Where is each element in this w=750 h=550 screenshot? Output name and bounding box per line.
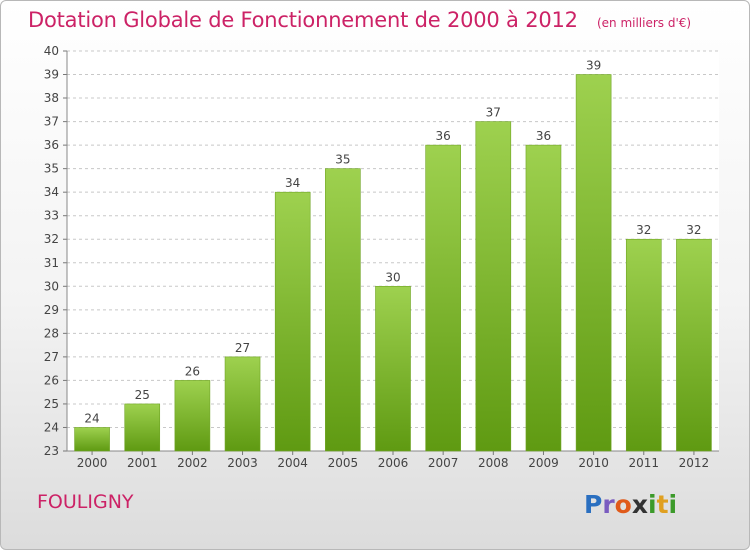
bar (274, 191, 311, 452)
brand-letter: P (584, 490, 603, 519)
bar (676, 238, 712, 452)
bar-value-label: 25 (135, 388, 150, 402)
label-layer: 24 25 26 27 34 35 30 36 37 36 39 32 32 (84, 59, 701, 426)
bar-value-label: 34 (285, 176, 300, 190)
bar-value-label: 36 (436, 129, 451, 143)
y-tick-label: 35 (44, 162, 59, 176)
bar-value-label: 30 (385, 270, 400, 284)
x-tick-label: 2001 (127, 456, 158, 470)
y-tick-label: 27 (44, 350, 59, 364)
y-tick-label: 34 (44, 185, 59, 199)
bar-value-label: 37 (486, 106, 501, 120)
y-tick-label: 23 (44, 444, 59, 458)
x-tick-label: 2002 (177, 456, 208, 470)
bar-layer (74, 74, 712, 452)
x-tick-label: 2008 (478, 456, 509, 470)
bar (74, 427, 110, 452)
bar (224, 356, 261, 452)
x-tick-label: 2007 (428, 456, 459, 470)
bar-value-label: 27 (235, 341, 250, 355)
x-tick-label: 2004 (277, 456, 308, 470)
y-tick-label: 38 (44, 91, 59, 105)
y-tick-label: 24 (44, 420, 59, 434)
brand-letter: i (668, 490, 678, 519)
x-tick-label: 2000 (77, 456, 108, 470)
bar-value-label: 26 (185, 364, 200, 378)
bar-value-label: 39 (586, 59, 601, 73)
x-tick-label: 2003 (227, 456, 258, 470)
y-tick-label: 39 (44, 68, 59, 82)
bar (575, 74, 612, 452)
bar-value-label: 32 (636, 223, 651, 237)
x-tick-label: 2010 (578, 456, 609, 470)
brand-letter: o (614, 490, 632, 519)
y-tick-label: 30 (44, 279, 59, 293)
bar (525, 144, 562, 452)
commune-name: FOULIGNY (37, 491, 134, 513)
proxiti-logo[interactable]: Proxiti (584, 490, 677, 519)
y-tick-label: 40 (44, 44, 59, 58)
y-tick-label: 31 (44, 256, 59, 270)
y-tick-label: 29 (44, 303, 59, 317)
bar (325, 168, 361, 452)
x-tick-label: 2012 (679, 456, 710, 470)
chart-unit-label: (en milliers d'€) (596, 16, 692, 30)
y-tick-label: 32 (44, 232, 59, 246)
y-tick-label: 33 (44, 209, 59, 223)
brand-letter: i (648, 490, 657, 519)
bar (425, 144, 461, 452)
bar-value-label: 35 (335, 153, 350, 167)
y-tick-label: 37 (44, 115, 59, 129)
bar (124, 403, 161, 452)
brand-letter: r (602, 490, 615, 519)
chart-title: Dotation Globale de Fonctionnement de 20… (28, 8, 691, 32)
x-tick-label: 2005 (328, 456, 359, 470)
brand-letter: x (631, 490, 648, 519)
y-tick-label: 36 (44, 138, 59, 152)
bar-value-label: 24 (84, 411, 99, 425)
bar (475, 121, 512, 452)
y-tick-label: 25 (44, 397, 59, 411)
chart-title-text: Dotation Globale de Fonctionnement de 20… (28, 8, 578, 32)
bar (174, 380, 211, 452)
bar (375, 285, 411, 452)
y-tick-label: 28 (44, 326, 59, 340)
bar-value-label: 36 (536, 129, 551, 143)
bar-value-label: 32 (686, 223, 701, 237)
y-tick-label: 26 (44, 373, 59, 387)
x-tick-label: 2006 (378, 456, 409, 470)
brand-letter: t (656, 490, 669, 519)
x-tick-label: 2009 (528, 456, 559, 470)
bar (625, 238, 662, 452)
x-tick-label: 2011 (628, 456, 659, 470)
